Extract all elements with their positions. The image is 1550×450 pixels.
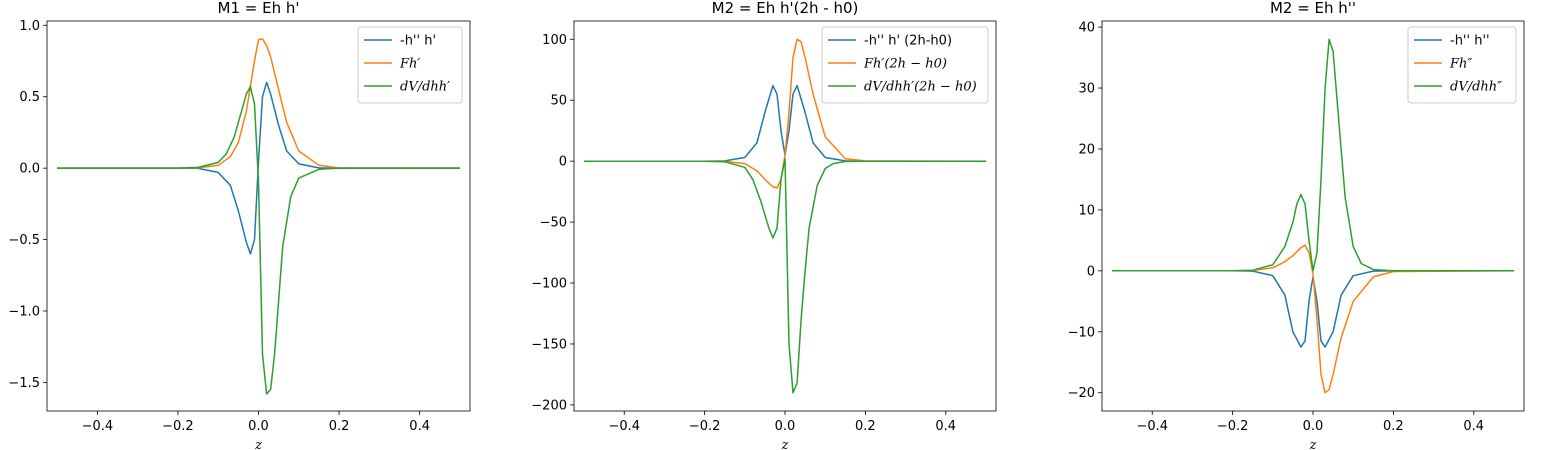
- legend-label: -h'' h': [400, 34, 436, 49]
- series-line-3: [57, 85, 460, 395]
- legend: -h'' h' (2h-h0) Fh′(2h − h0) dV/dhh′(2h − …: [821, 26, 989, 104]
- x-tick-label: 0.0: [1303, 419, 1324, 434]
- legend: -h'' h' Fh′ dV/dhh′: [357, 26, 463, 104]
- x-tick-label: 0.2: [855, 419, 876, 434]
- y-tick-label: 40: [1078, 21, 1095, 36]
- y-tick-label: −10: [1068, 325, 1095, 340]
- chart-panel-1: −0.4 −0.2 0.0 0.2 0.4 −1.5 −1.0 −0.5 0.0 0.5 1.0 M1…: [8, 0, 471, 450]
- y-tick-label: 0: [559, 155, 567, 170]
- x-tick-label: 0.4: [409, 419, 430, 434]
- x-tick-label: −0.4: [82, 419, 114, 434]
- legend-label: dV/dhh′(2h − h0): [864, 80, 977, 95]
- series-group: [584, 38, 987, 394]
- x-tick-label: −0.2: [689, 419, 721, 434]
- y-tick-label: 10: [1078, 203, 1095, 218]
- y-tick-label: −0.5: [8, 233, 40, 248]
- legend-box: [821, 26, 989, 104]
- series-line-2: [1112, 244, 1515, 394]
- chart-title: M2 = Eh h'(2h - h0): [712, 0, 859, 17]
- x-axis-label: z: [254, 438, 262, 450]
- x-tick-label: 0.4: [1463, 419, 1484, 434]
- legend-box: [357, 26, 463, 104]
- legend-label: -h'' h' (2h-h0): [864, 34, 952, 49]
- x-axis-label: z: [1309, 438, 1317, 450]
- y-tick-label: 1.0: [19, 19, 40, 34]
- y-tick-label: 0.5: [19, 90, 40, 105]
- y-tick-label: 20: [1078, 142, 1095, 157]
- y-tick-label: −1.5: [8, 376, 40, 391]
- series-group: [57, 38, 460, 395]
- y-tick-label: −200: [531, 398, 567, 413]
- y-tick-label: −20: [1068, 386, 1095, 401]
- legend: -h'' h'' Fh″ dV/dhh″: [1407, 26, 1517, 104]
- y-tick-label: 30: [1078, 82, 1095, 97]
- legend-label: dV/dhh″: [1450, 80, 1502, 95]
- x-tick-label: 0.2: [329, 419, 350, 434]
- series-line-3: [1112, 38, 1514, 272]
- x-tick-label: 0.2: [1383, 419, 1404, 434]
- y-tick-label: 0: [1087, 264, 1095, 279]
- series-line-2: [57, 38, 460, 169]
- series-line-2: [584, 38, 987, 189]
- legend-label: dV/dhh′: [400, 80, 450, 95]
- x-tick-label: 0.4: [935, 419, 956, 434]
- legend-label: Fh′: [399, 57, 420, 72]
- y-tick-label: 100: [542, 33, 567, 48]
- series-line-1: [57, 81, 460, 255]
- x-tick-label: −0.2: [162, 419, 194, 434]
- legend-label: Fh″: [1449, 57, 1472, 72]
- series-line-3: [584, 157, 986, 394]
- y-tick-label: −100: [531, 277, 567, 292]
- y-tick-label: −50: [540, 216, 567, 231]
- y-tick-label: −150: [531, 337, 567, 352]
- y-tick-label: −1.0: [8, 305, 40, 320]
- legend-label: -h'' h'': [1450, 34, 1490, 49]
- chart-panel-3: −0.4 −0.2 0.0 0.2 0.4 −20 −10 0 10 20 30 40 M2 = Eh …: [1068, 0, 1525, 450]
- x-tick-label: −0.4: [608, 419, 640, 434]
- x-axis-label: z: [781, 438, 789, 450]
- x-tick-label: −0.4: [1136, 419, 1168, 434]
- series-group: [1112, 38, 1515, 394]
- chart-title: M2 = Eh h'': [1270, 0, 1356, 17]
- x-tick-label: −0.2: [1217, 419, 1249, 434]
- legend-box: [1407, 26, 1517, 104]
- y-tick-label: 50: [550, 94, 567, 109]
- y-tick-label: 0.0: [19, 162, 40, 177]
- chart-panel-2: −0.4 −0.2 0.0 0.2 0.4 −200 −150 −100 −50 0 50 100 M2…: [531, 0, 997, 450]
- legend-label: Fh′(2h − h0): [863, 57, 947, 72]
- x-tick-label: 0.0: [775, 419, 796, 434]
- x-tick-label: 0.0: [248, 419, 269, 434]
- chart-title: M1 = Eh h': [218, 0, 300, 17]
